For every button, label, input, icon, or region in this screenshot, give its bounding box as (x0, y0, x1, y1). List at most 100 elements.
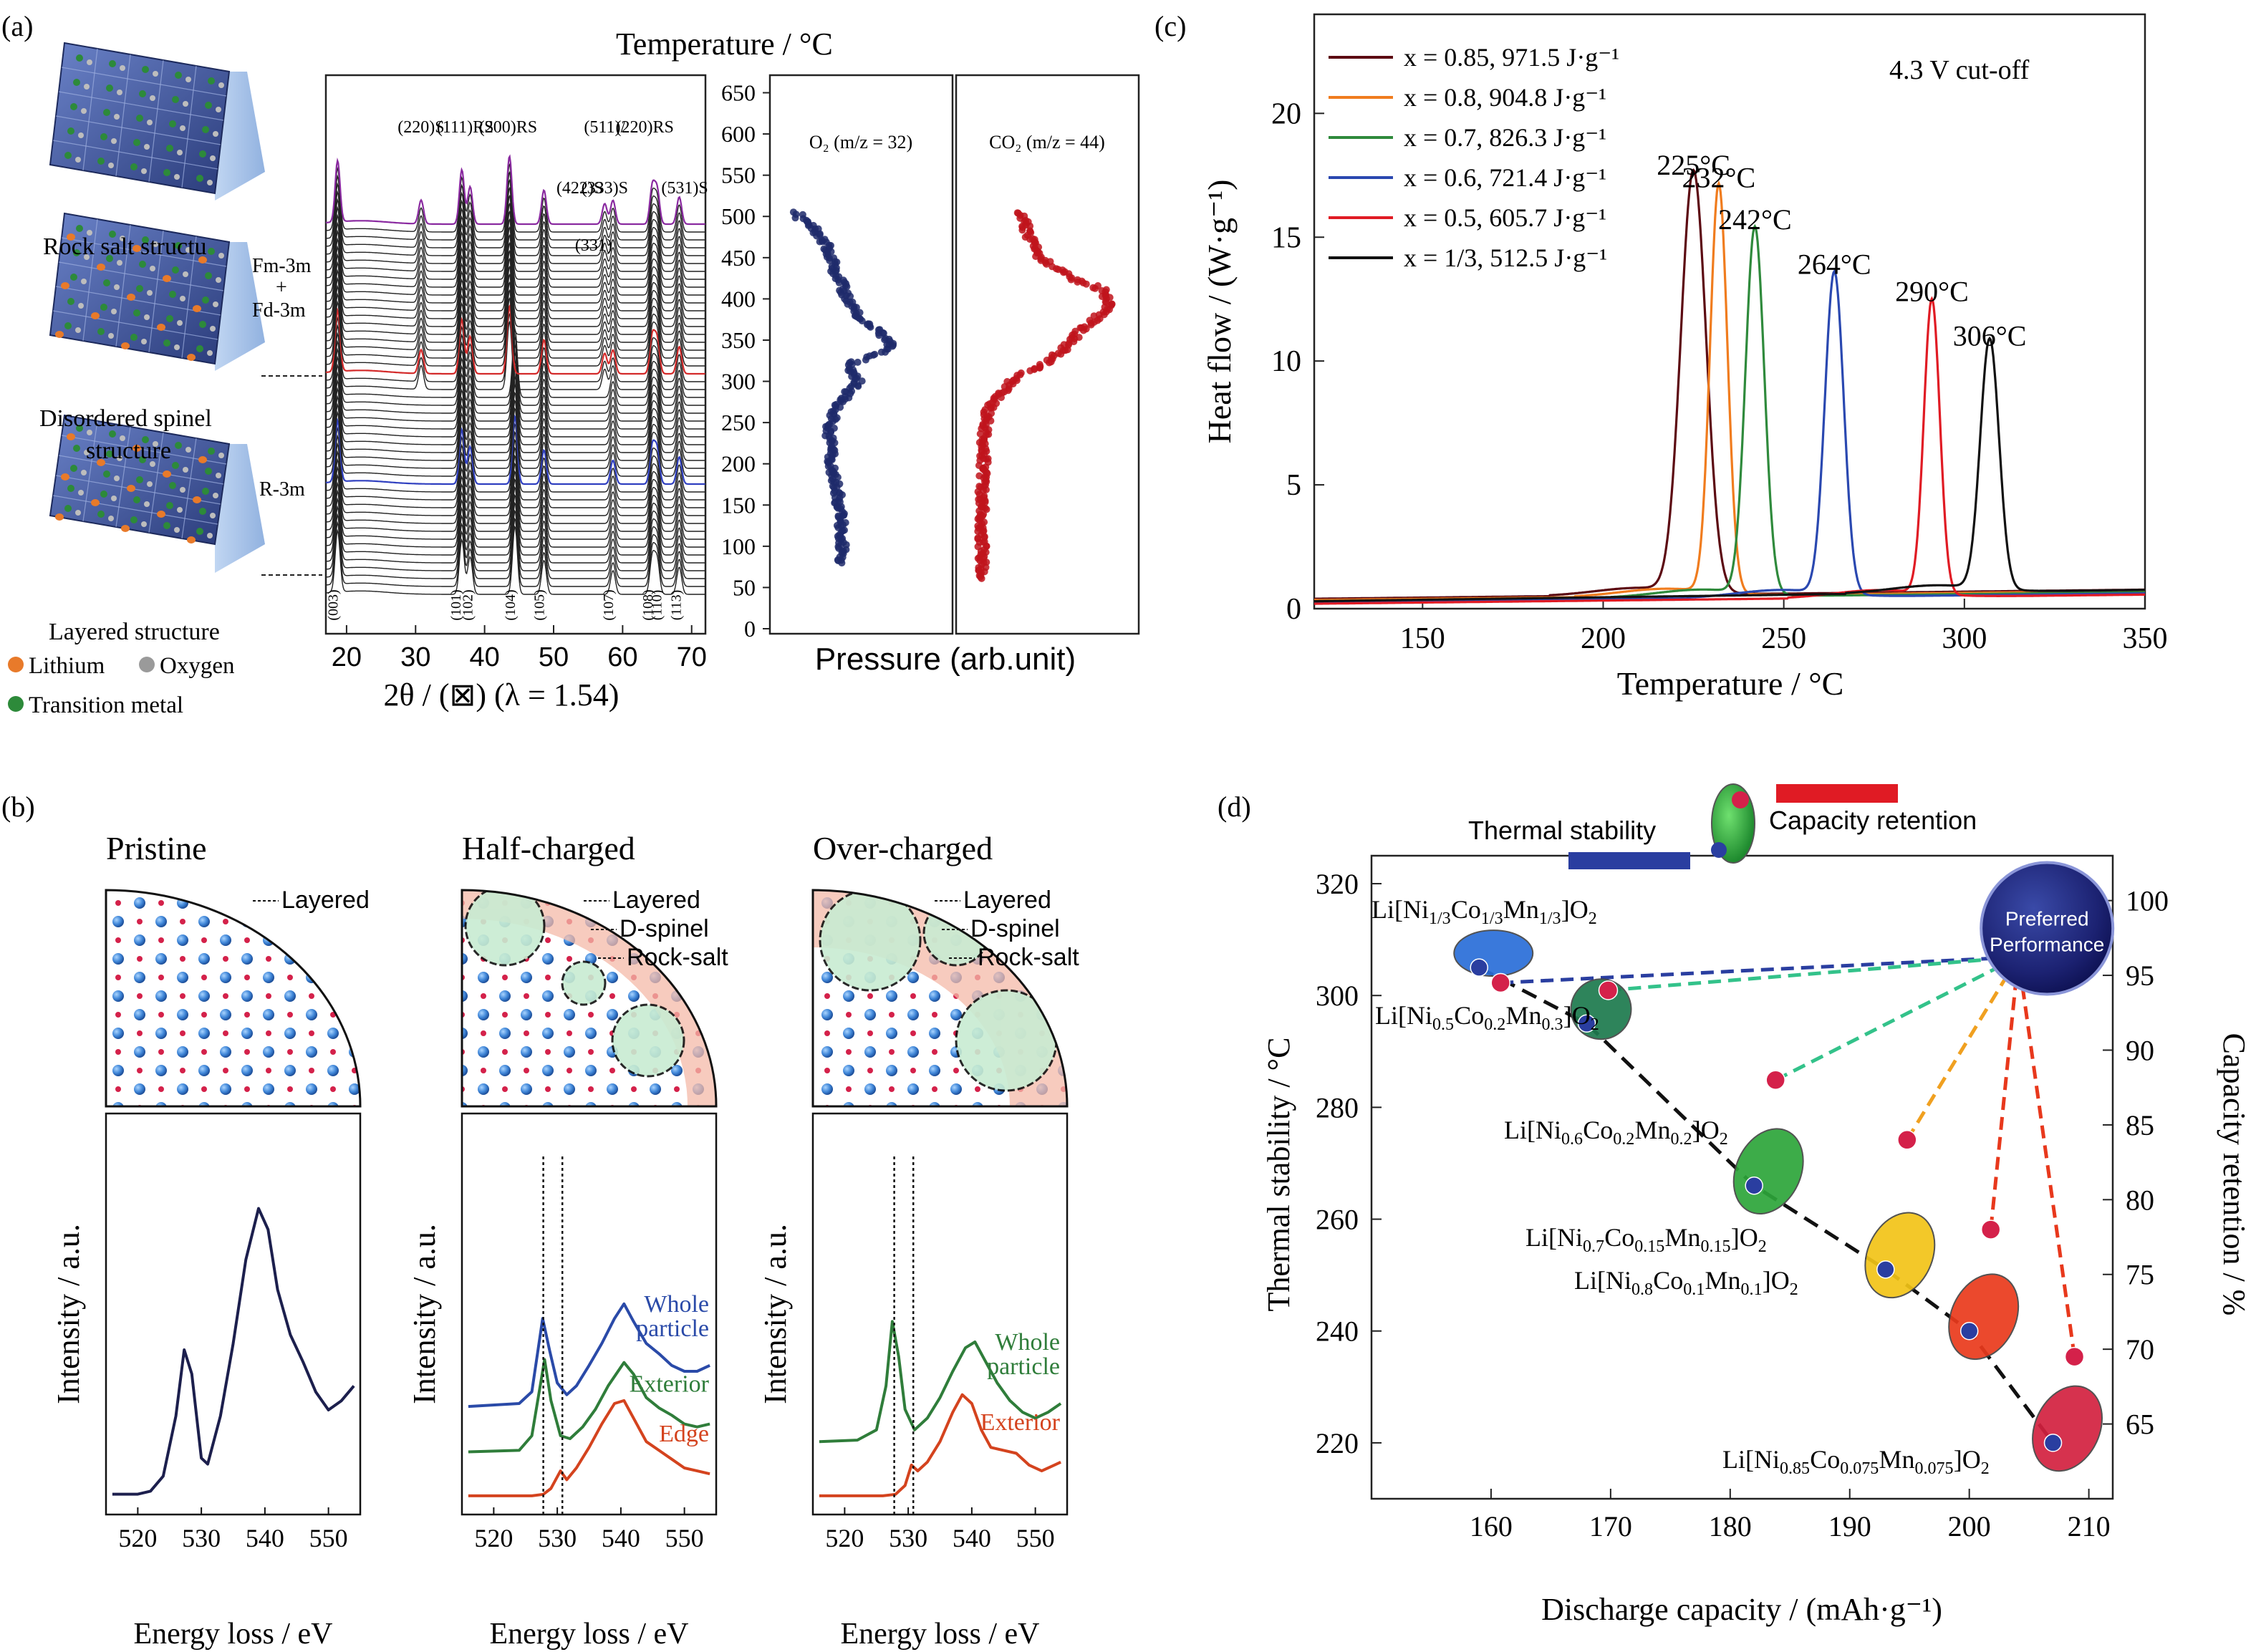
lattice-line (181, 236, 197, 359)
xrd-peak-label: (531)S (661, 179, 708, 198)
eels-tick-label: 550 (1016, 1524, 1055, 1552)
panel-a: Rock salt structu Disordered spinel stru… (8, 26, 1140, 718)
tradeoff-y2-tick-label: 65 (2126, 1409, 2154, 1441)
dsc-peak-label: 264°C (1798, 248, 1871, 280)
lithium-atom (55, 513, 64, 521)
oxygen-atom (183, 467, 188, 473)
xrd-pattern (325, 233, 705, 304)
lithium-atom (61, 473, 69, 480)
o2-point (849, 298, 857, 306)
temp-tick-label: 350 (721, 327, 756, 353)
crystal-structure-2 (49, 414, 265, 573)
lattice-line (82, 218, 98, 342)
improvement-arrow (1608, 947, 2023, 992)
thermal-stability-dot (1745, 1176, 1763, 1195)
lithium-legend-label: Lithium (29, 653, 105, 679)
xrd-peak-label: (220)S (397, 118, 444, 137)
xrd-pattern (325, 202, 705, 272)
structure-shadow (215, 242, 265, 371)
tradeoff-y2-tick-label: 70 (2126, 1333, 2154, 1366)
o2-point (789, 208, 797, 216)
co2-point (975, 472, 983, 480)
capacity-retention-dot (2064, 1346, 2085, 1367)
co2-point (1108, 300, 1116, 308)
dsc-xlabel: Temperature / °C (1617, 665, 1844, 702)
temp-tick-label: 400 (721, 286, 756, 311)
transition-metal-atom (100, 133, 107, 140)
temp-tick-label: 250 (721, 410, 756, 435)
tradeoff-y-tick-label: 300 (1316, 980, 1359, 1012)
transition-metal-atom (166, 502, 173, 509)
xrd-pattern (325, 493, 705, 564)
lithium-atom (132, 445, 141, 452)
xrd-pattern (325, 478, 705, 548)
dsc-legend-label: x = 0.8, 904.8 J·g⁻¹ (1404, 83, 1606, 112)
temp-tick-label: 150 (721, 492, 756, 518)
tradeoff-axes: 160 170 180 190 200 210 220 240 260 280 300 320 65 70… (1316, 868, 2169, 1542)
oxygen-atom (213, 493, 218, 498)
lithium-atom (55, 331, 64, 338)
structure-annotation: Rock-salt (978, 944, 1079, 971)
co2-point (1074, 276, 1081, 284)
eels-curve-label: Whole (995, 1329, 1060, 1356)
transition-metal-atom (97, 158, 105, 165)
oxygen-atom (114, 475, 120, 481)
spectrum-frame (811, 1112, 1069, 1516)
oxygen-atom (185, 447, 191, 453)
xrd-peak-label: (003) (325, 589, 341, 620)
eels-curve-label: particle (987, 1353, 1060, 1380)
o2-point (847, 358, 855, 366)
transition-metal-atom (109, 231, 116, 238)
xrd-pattern (325, 257, 705, 327)
thermal-stability-dot (1577, 1014, 1596, 1033)
oxygen-atom (153, 241, 158, 247)
transition-metal-atom (97, 328, 105, 335)
oxygen-atom (183, 271, 188, 277)
transition-metal-atom (100, 491, 107, 498)
oxygen-atom (141, 168, 147, 174)
xrd-tick-label: 20 (332, 642, 362, 672)
tradeoff-ylabel: Thermal stability / °C (1261, 1038, 1296, 1312)
dsc-x-tick-label: 250 (1761, 622, 1806, 655)
transition-metal-atom (73, 445, 80, 452)
panel-b-eels: Pristine Layered 520 530 540 550 Energy loss /… (51, 830, 1079, 1651)
xrd-pattern (325, 304, 705, 375)
transition-metal-atom (169, 120, 176, 127)
capacity-retention-legend-bar (1776, 784, 1898, 803)
lithium-atom (67, 433, 75, 440)
co2-point (1071, 327, 1079, 335)
transition-metal-atom (76, 225, 83, 232)
xrd-peak-label: (107) (601, 589, 617, 620)
oxygen-atom (84, 450, 90, 455)
structure-label-rocksalt: Rock salt structu (43, 233, 207, 260)
transition-metal-atom (196, 175, 203, 182)
lithium-atom (187, 536, 196, 544)
o2-point (830, 425, 838, 432)
transition-metal-atom (97, 511, 105, 518)
o2-point (871, 350, 879, 358)
co2-point (988, 410, 996, 417)
dsc-frame (1313, 13, 2146, 610)
lithium-atom (91, 499, 100, 506)
transition-metal-atom (139, 456, 146, 463)
oxygen-atom (87, 230, 92, 236)
lithium-atom (61, 282, 69, 289)
transition-metal-atom (139, 261, 146, 268)
oxygen-atom (216, 473, 221, 478)
transition-metal-atom (109, 60, 116, 67)
transition-metal-atom (109, 430, 116, 438)
lithium-atom (157, 511, 165, 518)
transition-metal-atom (202, 296, 209, 304)
improvement-arrow (1905, 953, 2021, 1141)
lattice-line (61, 67, 227, 97)
structure-shadow (215, 444, 265, 573)
temp-tick-label: 650 (721, 80, 756, 106)
lithium-atom (157, 324, 165, 331)
lithium-atom (97, 264, 105, 271)
lithium-atom (198, 456, 207, 463)
o2-point (831, 401, 839, 409)
tradeoff-content: Preferred Performance Li[Ni1/3 Co1/3 Mn1/3… (1372, 861, 2115, 1478)
oxygen-atom (75, 327, 81, 333)
dsc-y-tick-label: 15 (1271, 221, 1301, 254)
structure-shadow (215, 72, 265, 201)
